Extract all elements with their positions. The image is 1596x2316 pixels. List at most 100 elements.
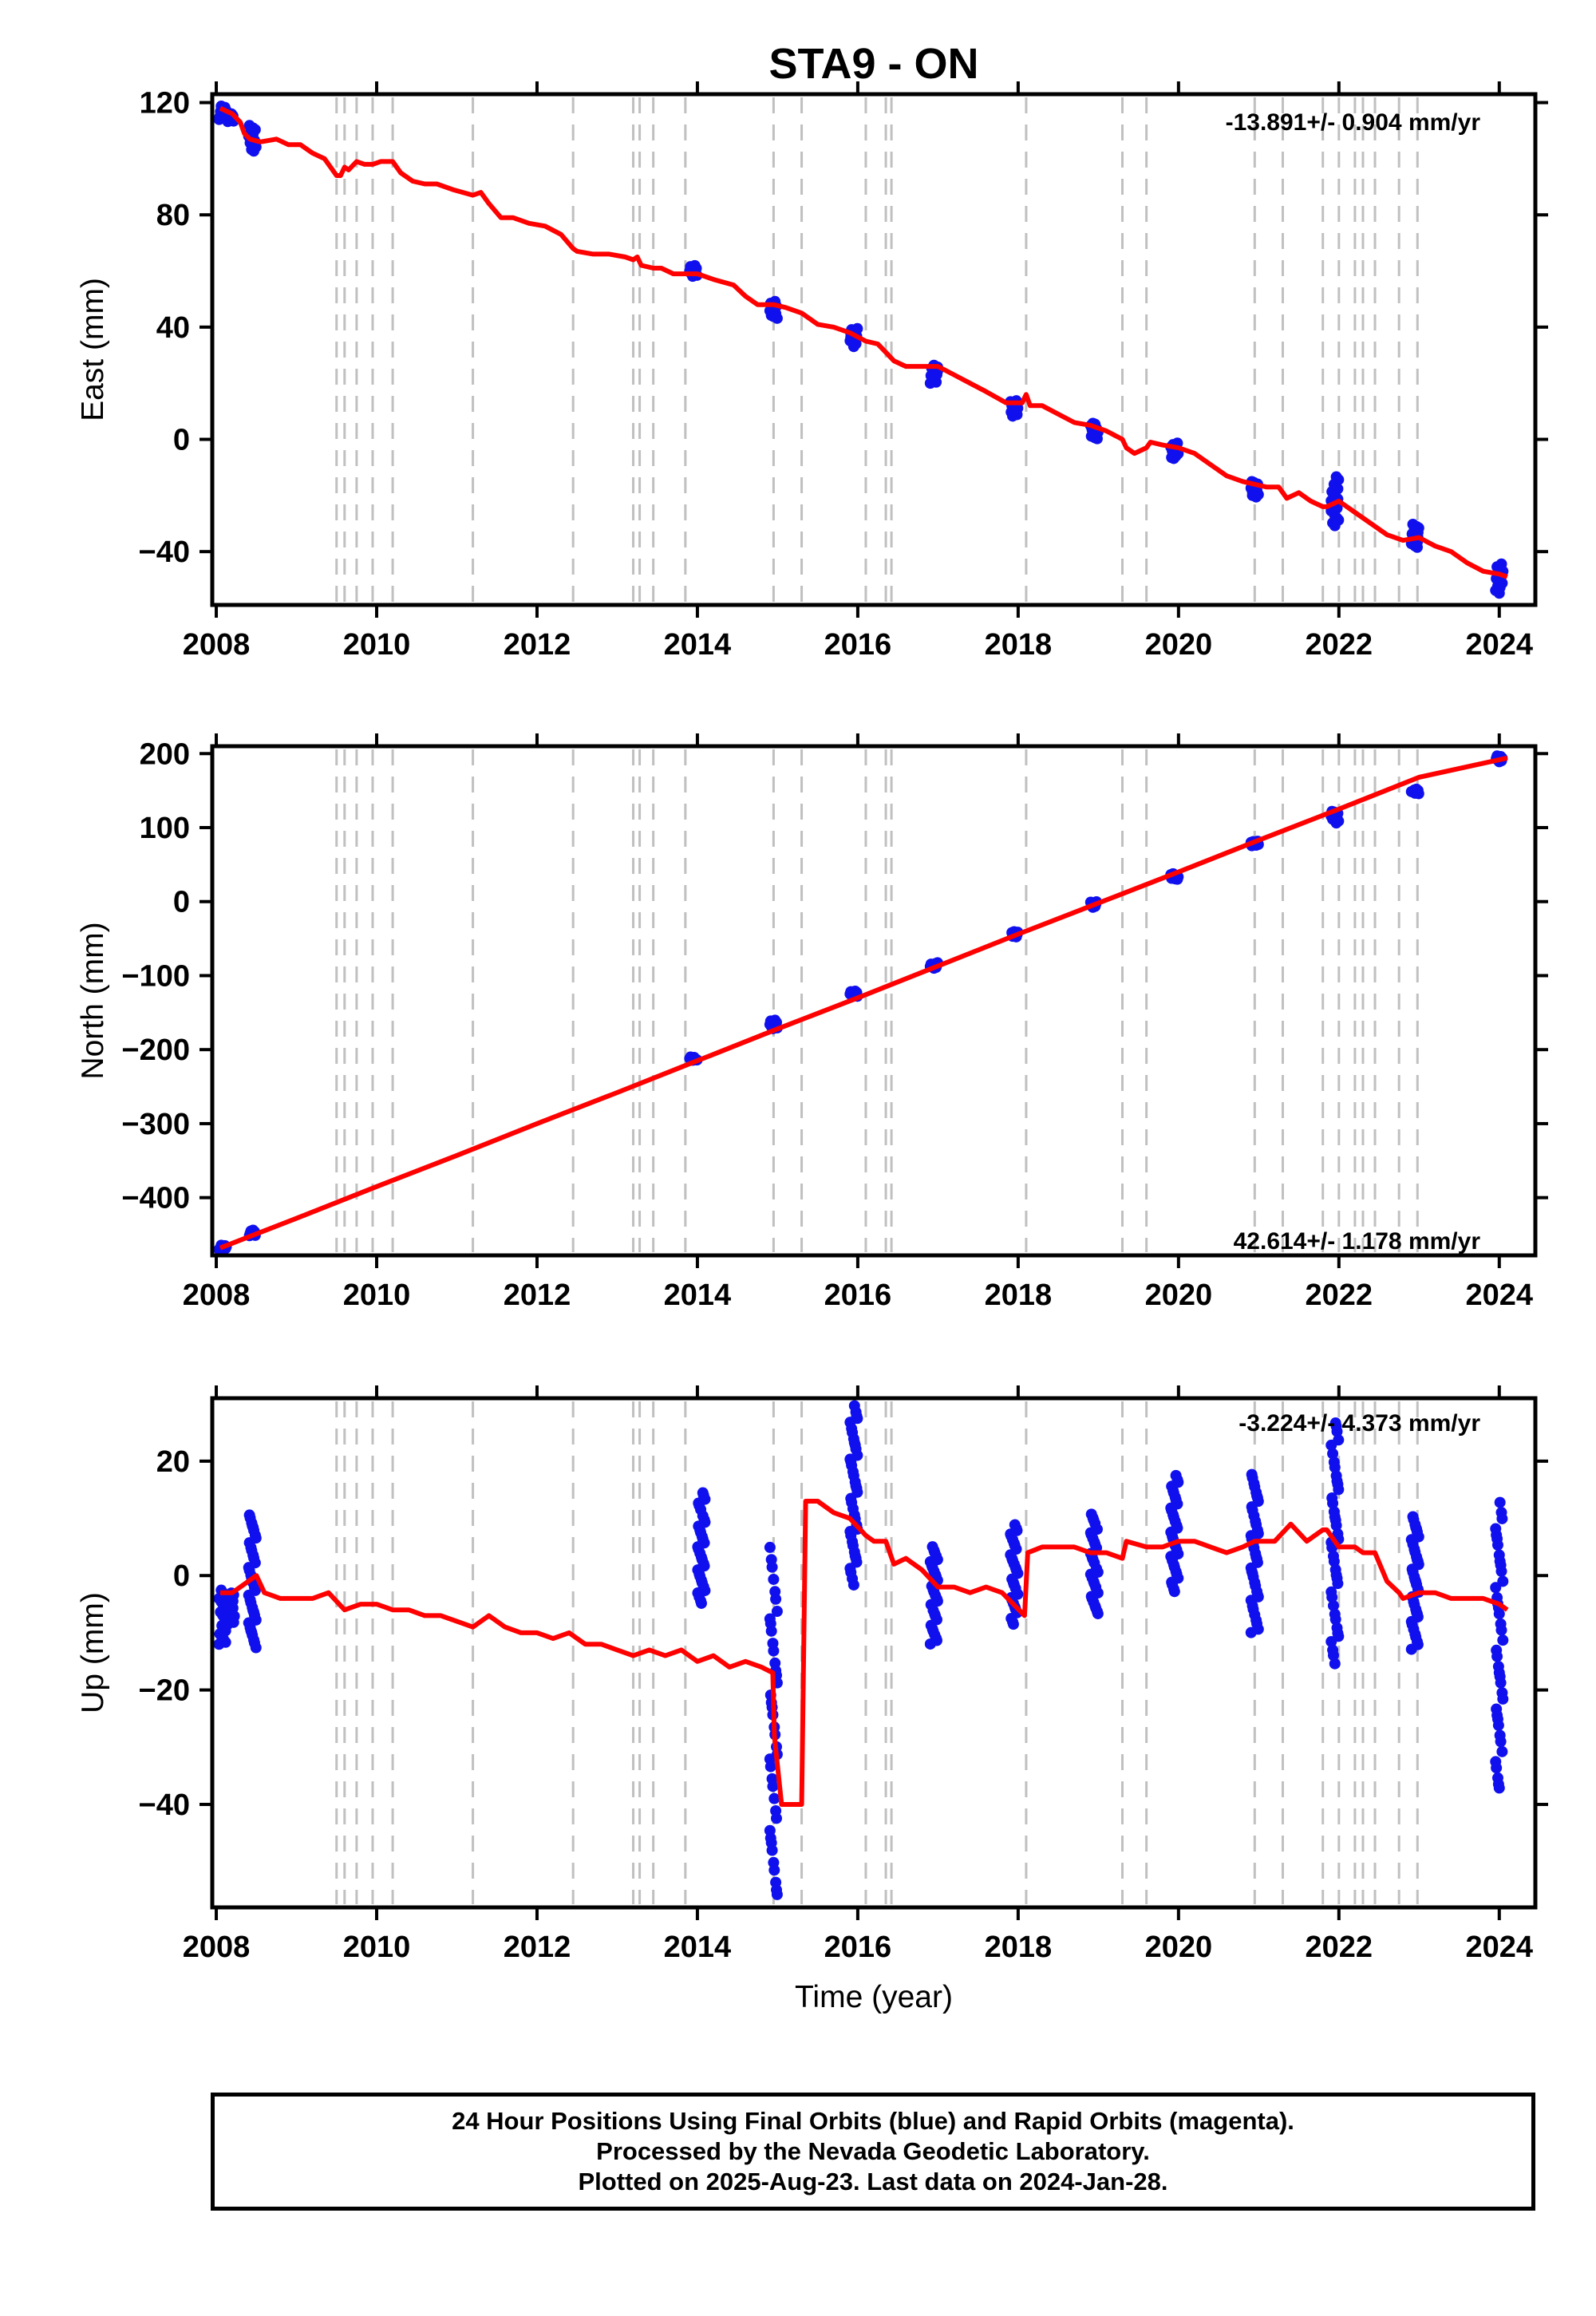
model-line — [219, 755, 1508, 1251]
data-point — [1251, 1618, 1263, 1630]
data-point — [1495, 1736, 1507, 1748]
data-point — [1332, 1578, 1344, 1590]
data-point — [927, 1625, 939, 1637]
data-point — [1497, 1575, 1509, 1587]
x-tick-label: 2008 — [183, 1931, 251, 1964]
x-tick-label: 2016 — [824, 1931, 892, 1964]
data-point — [1086, 1593, 1098, 1605]
data-point — [770, 1593, 782, 1605]
north-panel: 2008 2010 2012 2014 2016 2018 2020 2022 2024 −400… — [76, 733, 1548, 1312]
data-point — [848, 1437, 860, 1448]
data-point — [1494, 1555, 1506, 1567]
data-point — [845, 1567, 857, 1579]
y-tick-label: 120 — [140, 87, 190, 121]
x-tick-label: 2014 — [664, 1279, 732, 1312]
x-tick-label: 2010 — [343, 628, 411, 662]
x-tick-label: 2010 — [343, 1931, 411, 1964]
data-point — [1411, 1554, 1423, 1566]
data-point — [766, 1561, 778, 1573]
x-tick-label: 2022 — [1306, 1931, 1373, 1964]
data-point — [1327, 1448, 1339, 1460]
y-axis-label: Up (mm) — [76, 1592, 110, 1713]
data-point — [771, 1884, 783, 1896]
data-point — [1087, 1553, 1099, 1565]
data-point — [1329, 520, 1341, 532]
data-point — [1092, 1607, 1104, 1619]
data-point — [767, 1780, 779, 1792]
x-tick-label: 2018 — [985, 1279, 1053, 1312]
data-point — [768, 1573, 780, 1585]
data-point — [1331, 1425, 1343, 1437]
data-point — [850, 1480, 862, 1492]
data-point — [699, 1516, 711, 1528]
data-point — [1250, 1519, 1262, 1531]
data-point — [248, 1552, 260, 1564]
data-point — [847, 1470, 859, 1482]
x-tick-label: 2018 — [985, 628, 1053, 662]
data-point — [1251, 1589, 1263, 1601]
data-point — [1011, 409, 1023, 421]
data-point — [1493, 1666, 1505, 1678]
data-point — [1491, 1539, 1503, 1551]
data-point — [1085, 1529, 1097, 1541]
data-point — [1329, 1658, 1341, 1670]
y-tick-label: −40 — [139, 536, 190, 569]
data-point — [1088, 1578, 1100, 1590]
data-point — [1249, 1481, 1261, 1493]
data-point — [1328, 488, 1340, 500]
x-tick-label: 2012 — [504, 1931, 571, 1964]
data-point — [1411, 541, 1423, 553]
data-point — [1009, 1539, 1021, 1551]
data-point — [1328, 1555, 1340, 1567]
data-point — [1171, 1568, 1183, 1580]
data-point — [1250, 1551, 1262, 1563]
caption-line-2: Processed by the Nevada Geodetic Laborat… — [596, 2137, 1150, 2165]
data-point — [245, 1625, 257, 1637]
data-point — [771, 1606, 783, 1618]
data-point — [848, 1400, 860, 1412]
data-point — [1252, 1528, 1264, 1539]
y-tick-label: 0 — [173, 886, 190, 919]
data-point — [1495, 1565, 1507, 1577]
data-point — [1491, 1650, 1503, 1662]
data-point — [1326, 1591, 1338, 1603]
data-point — [1172, 1476, 1184, 1488]
data-point — [1246, 1566, 1258, 1578]
data-point — [849, 1550, 861, 1562]
y-tick-label: 80 — [156, 199, 190, 232]
data-point — [1007, 1555, 1019, 1567]
data-point — [1405, 1534, 1417, 1546]
data-point — [1494, 1496, 1506, 1508]
x-tick-label: 2012 — [504, 628, 571, 662]
data-point — [1327, 1497, 1339, 1509]
data-point — [1167, 1512, 1179, 1524]
data-point — [764, 1761, 776, 1773]
y-tick-label: −100 — [121, 959, 190, 993]
y-tick-label: 200 — [140, 737, 190, 771]
y-tick-label: −40 — [139, 1788, 190, 1822]
caption-line-3: Plotted on 2025-Aug-23. Last data on 202… — [578, 2168, 1168, 2195]
data-point — [1411, 1607, 1423, 1618]
data-point — [765, 1625, 777, 1637]
data-point — [1246, 1472, 1258, 1484]
chart-title: STA9 - ON — [768, 40, 978, 88]
data-point — [1325, 1635, 1337, 1647]
data-point — [847, 1426, 859, 1438]
x-tick-label: 2024 — [1466, 1931, 1534, 1964]
data-point — [1412, 1638, 1424, 1650]
data-point — [1491, 1762, 1503, 1774]
data-point — [1333, 1484, 1345, 1496]
data-point — [1497, 1634, 1509, 1646]
data-point — [1090, 429, 1102, 441]
rate-annotation: -13.891+/- 0.904 mm/yr — [1226, 109, 1481, 136]
data-point — [846, 1496, 858, 1508]
data-point — [1171, 873, 1183, 885]
data-point — [1406, 1618, 1418, 1630]
data-point — [1497, 1693, 1509, 1705]
data-points — [213, 1400, 1509, 1900]
data-point — [1167, 453, 1179, 464]
x-tick-label: 2016 — [824, 1279, 892, 1312]
data-point — [1088, 1514, 1100, 1526]
data-point — [1412, 522, 1424, 534]
plot-frame — [210, 744, 1538, 1258]
